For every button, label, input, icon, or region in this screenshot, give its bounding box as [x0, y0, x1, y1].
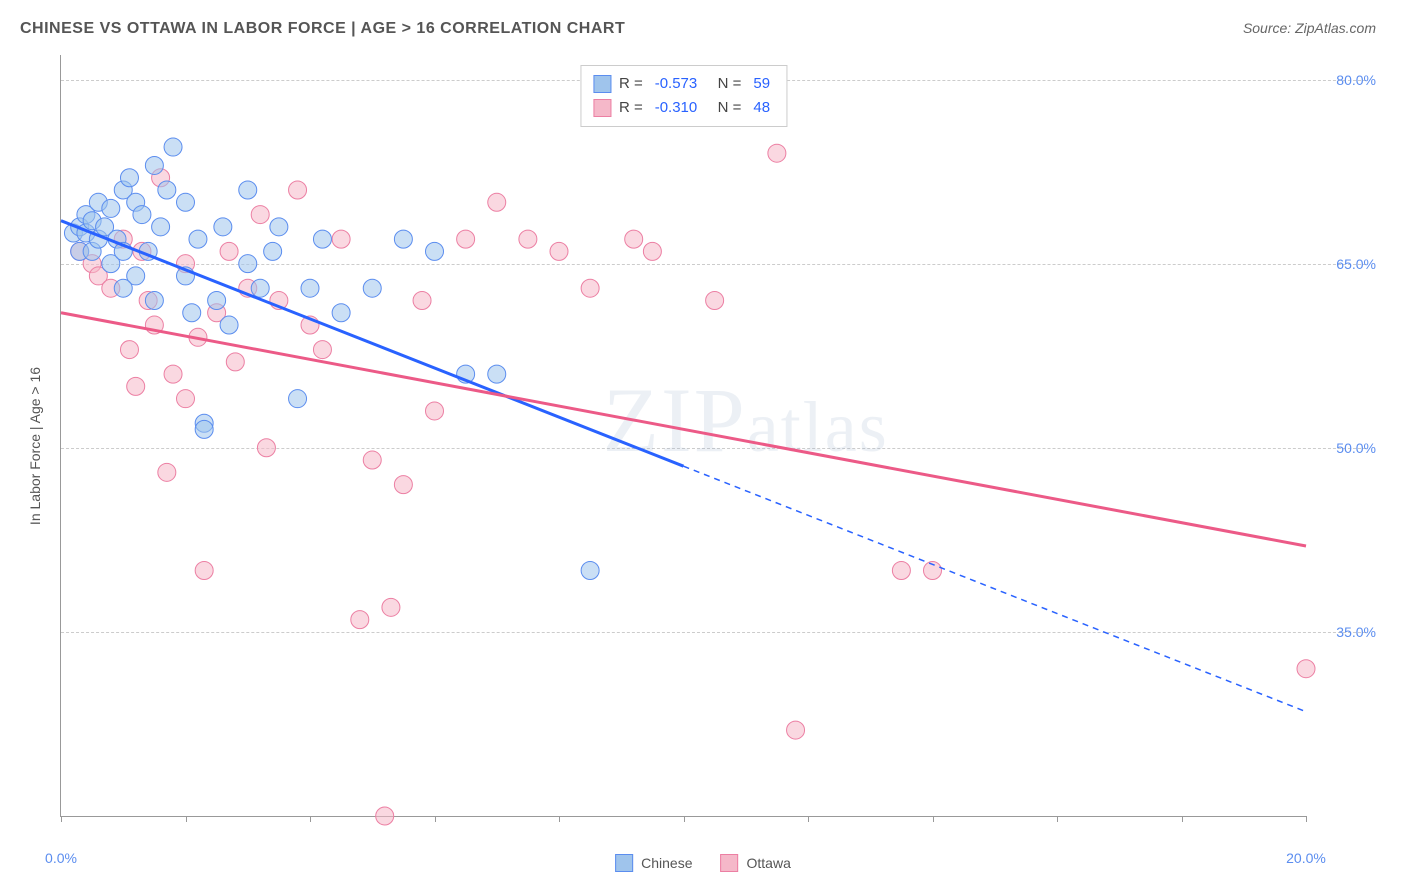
legend-row-chinese: R = -0.573 N = 59: [593, 72, 774, 96]
legend-label-chinese: Chinese: [641, 855, 692, 871]
legend-row-ottawa: R = -0.310 N = 48: [593, 96, 774, 120]
y-tick-label: 35.0%: [1336, 624, 1376, 640]
legend-item-ottawa: Ottawa: [721, 854, 791, 872]
r-label: R =: [619, 96, 643, 120]
legend-label-ottawa: Ottawa: [747, 855, 791, 871]
chart-container: CHINESE VS OTTAWA IN LABOR FORCE | AGE >…: [0, 0, 1406, 892]
chart-title: CHINESE VS OTTAWA IN LABOR FORCE | AGE >…: [20, 20, 1376, 38]
y-tick-label: 80.0%: [1336, 72, 1376, 88]
y-axis-label: In Labor Force | Age > 16: [27, 367, 43, 525]
n-value-chinese: 59: [753, 72, 770, 96]
plot-area: ZIPatlas R = -0.573 N = 59 R = -0.310 N …: [60, 55, 1306, 817]
scatter-svg: [61, 55, 1306, 816]
r-value-ottawa: -0.310: [655, 96, 698, 120]
r-value-chinese: -0.573: [655, 72, 698, 96]
y-tick-label: 50.0%: [1336, 440, 1376, 456]
n-label: N =: [709, 96, 741, 120]
n-label: N =: [709, 72, 741, 96]
source-label: Source: ZipAtlas.com: [1243, 20, 1376, 36]
x-tick-label: 20.0%: [1286, 850, 1326, 866]
swatch-ottawa: [593, 99, 611, 117]
r-label: R =: [619, 72, 643, 96]
swatch-ottawa-2: [721, 854, 739, 872]
legend-bottom: Chinese Ottawa: [615, 854, 791, 872]
swatch-chinese-2: [615, 854, 633, 872]
x-tick-label: 0.0%: [45, 850, 77, 866]
legend-item-chinese: Chinese: [615, 854, 692, 872]
n-value-ottawa: 48: [753, 96, 770, 120]
y-tick-label: 65.0%: [1336, 256, 1376, 272]
swatch-chinese: [593, 75, 611, 93]
legend-stats: R = -0.573 N = 59 R = -0.310 N = 48: [580, 65, 787, 127]
